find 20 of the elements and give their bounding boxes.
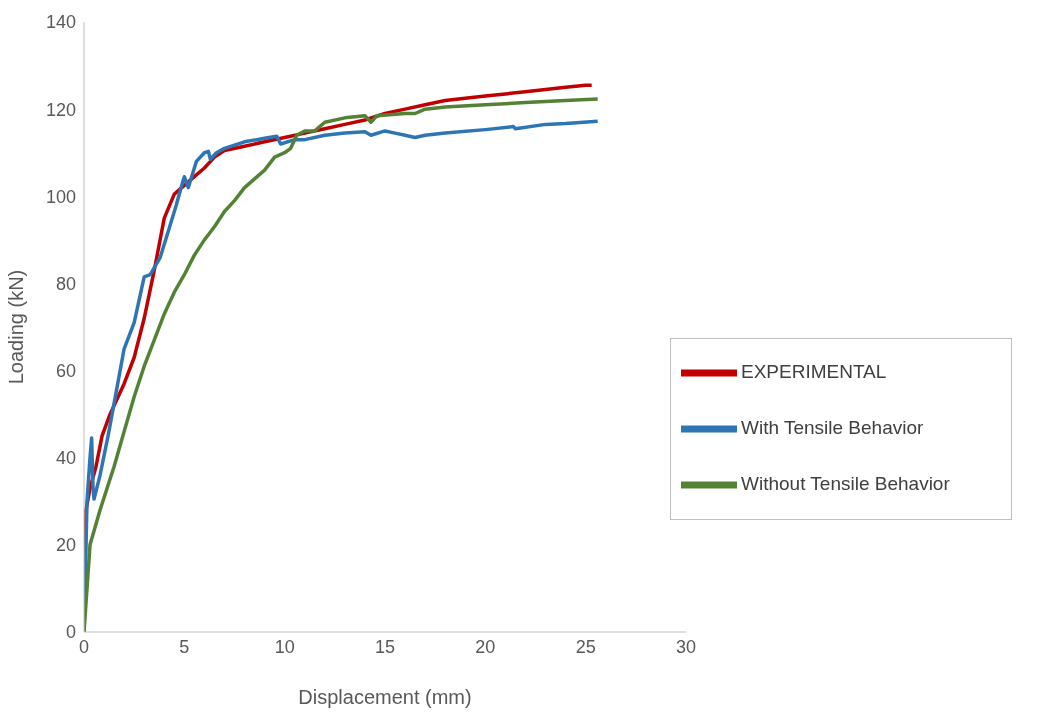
y-tick-label: 20 bbox=[55, 535, 76, 556]
x-tick-label: 5 bbox=[179, 636, 190, 657]
y-tick-label: 140 bbox=[45, 12, 76, 33]
legend-label: With Tensile Behavior bbox=[741, 417, 924, 439]
x-tick-label: 30 bbox=[675, 636, 697, 657]
x-tick-label: 20 bbox=[475, 636, 496, 657]
x-tick-label: 10 bbox=[274, 636, 295, 657]
legend-label: EXPERIMENTAL bbox=[741, 361, 887, 383]
y-tick-label: 60 bbox=[55, 360, 76, 381]
y-tick-label: 80 bbox=[55, 273, 76, 294]
y-tick-label: 0 bbox=[65, 622, 76, 643]
y-tick-label: 120 bbox=[45, 99, 76, 120]
legend-label: Without Tensile Behavior bbox=[741, 473, 950, 495]
y-axis-title: Loading (kN) bbox=[5, 269, 28, 385]
y-tick-label: 40 bbox=[55, 448, 76, 469]
x-tick-label: 15 bbox=[374, 636, 396, 657]
x-tick-label: 0 bbox=[78, 636, 90, 657]
y-tick-label: 100 bbox=[45, 186, 76, 207]
x-axis-title: Displacement (mm) bbox=[298, 686, 472, 708]
x-tick-label: 25 bbox=[575, 636, 596, 657]
